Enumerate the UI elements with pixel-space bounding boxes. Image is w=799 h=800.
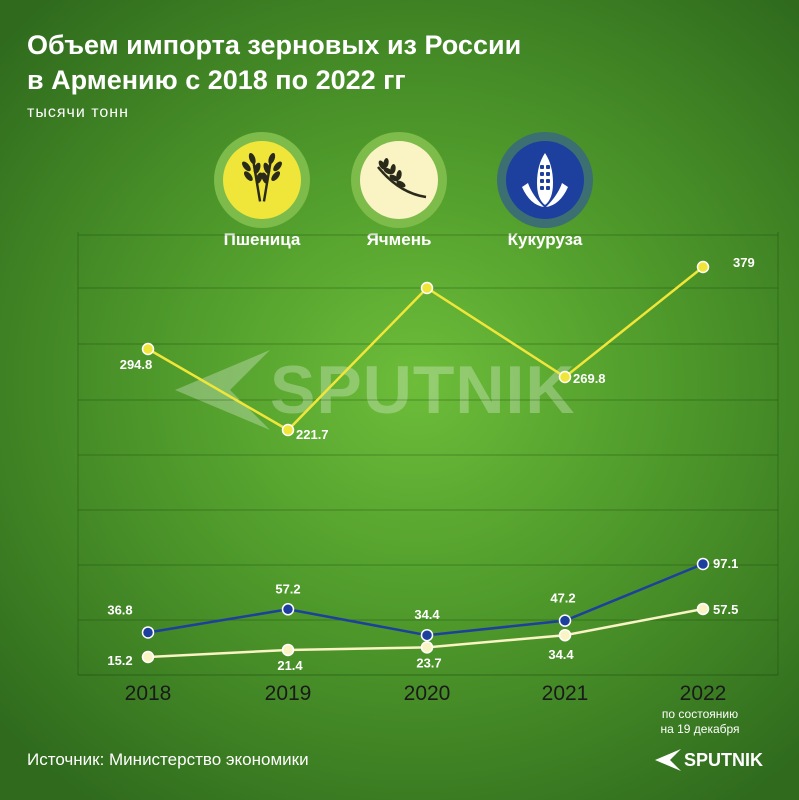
x-tick-label: 2021 bbox=[542, 682, 589, 705]
data-point bbox=[696, 557, 710, 571]
data-point bbox=[420, 628, 434, 642]
wheat-icon bbox=[223, 141, 301, 219]
data-label: 21.4 bbox=[277, 658, 303, 673]
data-point bbox=[420, 281, 434, 295]
data-label: 294.8 bbox=[120, 357, 153, 372]
legend-item-wheat: Пшеница bbox=[202, 132, 322, 250]
unit-label: тысячи тонн bbox=[27, 104, 129, 121]
legend-label: Пшеница bbox=[223, 230, 301, 249]
data-point bbox=[141, 626, 155, 639]
data-label: 379 bbox=[733, 255, 755, 270]
legend-label: Ячмень bbox=[366, 230, 432, 249]
data-label: 57.5 bbox=[713, 602, 738, 617]
data-point bbox=[696, 602, 710, 616]
sputnik-logo-icon bbox=[655, 749, 681, 771]
data-label: 36.8 bbox=[107, 602, 132, 617]
legend-item-corn: Кукуруза bbox=[485, 132, 605, 250]
data-point bbox=[558, 370, 572, 384]
data-label: 97.1 bbox=[713, 556, 738, 571]
brand-logo: SPUTNIK bbox=[655, 748, 763, 772]
data-label: 23.7 bbox=[416, 655, 441, 670]
x-tick-label: 2019 bbox=[265, 682, 312, 705]
data-point bbox=[281, 643, 295, 657]
x-tick-label: 2020 bbox=[404, 682, 451, 705]
data-point bbox=[281, 423, 295, 437]
title-line-2: в Армению с 2018 по 2022 гг bbox=[27, 65, 406, 95]
x-tick-label: 2022 bbox=[680, 682, 727, 705]
watermark-text: SPUTNIK bbox=[270, 352, 576, 428]
chart-title: Объем импорта зерновых из России в Армен… bbox=[27, 28, 521, 98]
data-label: 221.7 bbox=[296, 427, 329, 442]
data-label: 57.2 bbox=[275, 581, 300, 596]
data-point bbox=[141, 342, 155, 356]
data-label: 269.8 bbox=[573, 371, 606, 386]
date-note: по состоянию на 19 декабря bbox=[640, 707, 760, 737]
sputnik-logo-icon bbox=[175, 350, 270, 430]
sputnik-watermark: SPUTNIK bbox=[175, 345, 575, 435]
data-label: 34.4 bbox=[414, 607, 440, 622]
data-point bbox=[696, 260, 710, 274]
date-note-line-2: на 19 декабря bbox=[660, 722, 740, 736]
title-line-1: Объем импорта зерновых из России bbox=[27, 30, 522, 60]
data-label: 15.2 bbox=[107, 653, 132, 668]
data-point bbox=[281, 603, 295, 616]
source-note: Источник: Министерство экономики bbox=[27, 750, 309, 769]
legend-label: Кукуруза bbox=[507, 230, 583, 249]
data-point bbox=[141, 650, 155, 664]
data-point bbox=[420, 641, 434, 654]
data-point bbox=[558, 614, 572, 627]
corn-icon bbox=[506, 141, 584, 219]
barley-icon bbox=[360, 141, 438, 219]
data-label: 34.4 bbox=[548, 647, 574, 662]
legend-item-barley: Ячмень bbox=[339, 132, 459, 250]
data-label: 47.2 bbox=[550, 591, 575, 606]
brand-name: SPUTNIK bbox=[684, 749, 764, 770]
x-tick-label: 2018 bbox=[125, 682, 172, 705]
data-point bbox=[558, 628, 572, 642]
date-note-line-1: по состоянию bbox=[661, 707, 739, 721]
